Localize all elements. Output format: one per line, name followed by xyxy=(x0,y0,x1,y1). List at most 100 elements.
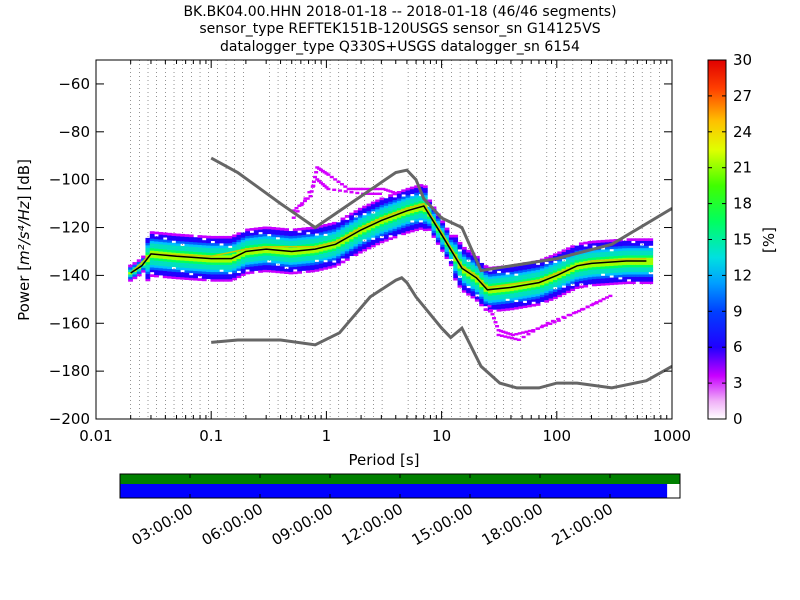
heat-cell xyxy=(531,267,537,271)
heat-cell xyxy=(353,217,359,221)
heat-cell xyxy=(318,253,324,257)
heat-cell xyxy=(305,258,311,261)
heat-cell xyxy=(305,246,311,249)
heat-cell xyxy=(340,253,346,257)
colorbar-tick-label: 6 xyxy=(733,338,743,356)
heat-cell xyxy=(184,236,190,240)
heat-cell xyxy=(448,253,454,257)
heat-cell xyxy=(444,246,450,250)
heat-cell xyxy=(258,260,263,264)
heat-cell xyxy=(613,282,619,285)
heat-cell xyxy=(370,242,376,245)
outlier-cell xyxy=(336,180,341,184)
heat-cell xyxy=(435,230,441,233)
heat-cell xyxy=(396,226,402,230)
y-tick-label: −140 xyxy=(49,266,90,284)
heat-cell xyxy=(188,258,194,262)
outlier-cell xyxy=(309,190,314,193)
heat-cell xyxy=(557,292,563,295)
heat-cell xyxy=(461,278,467,281)
heat-cell xyxy=(574,250,580,254)
heat-cell xyxy=(479,262,485,266)
heat-cell xyxy=(470,283,476,287)
heat-cell xyxy=(297,261,303,265)
heat-cell xyxy=(405,204,411,208)
heat-cell xyxy=(648,267,654,270)
heat-cell xyxy=(370,232,376,236)
heat-cell xyxy=(353,236,359,240)
heat-cell xyxy=(570,254,576,258)
heat-cell xyxy=(132,264,138,268)
heat-cell xyxy=(175,259,181,263)
heat-cell xyxy=(271,227,276,230)
heat-cell xyxy=(288,264,294,268)
heat-cell xyxy=(310,233,316,237)
heat-cell xyxy=(340,248,346,252)
outlier-cell xyxy=(355,191,360,195)
heat-cell xyxy=(539,296,545,300)
heat-cell xyxy=(626,269,632,273)
heat-cell xyxy=(470,262,476,265)
heat-cell xyxy=(409,200,415,204)
heat-cell xyxy=(132,262,138,265)
heat-cell xyxy=(609,263,615,266)
heat-cell xyxy=(349,250,355,254)
heat-cell xyxy=(392,218,398,222)
heat-cell xyxy=(279,227,285,231)
heat-cell xyxy=(622,245,628,249)
heat-cell xyxy=(630,274,636,277)
heat-cell xyxy=(466,292,472,296)
heat-cell xyxy=(305,262,311,266)
outlier-cell xyxy=(343,185,348,188)
heat-cell xyxy=(175,238,181,242)
heat-cell xyxy=(509,293,515,296)
heat-cell xyxy=(219,274,224,277)
heat-cell xyxy=(505,305,511,309)
heat-cell xyxy=(539,272,545,276)
heat-cell xyxy=(232,234,237,238)
outlier-cell xyxy=(351,187,356,191)
heat-cell xyxy=(171,238,177,241)
heat-cell xyxy=(431,213,437,217)
heat-cell xyxy=(596,252,602,255)
heat-cell xyxy=(583,270,589,274)
heat-cell xyxy=(301,258,307,262)
heat-cell xyxy=(318,268,324,271)
heat-cell xyxy=(557,277,563,281)
heat-cell xyxy=(327,232,333,236)
heat-cell xyxy=(188,277,194,281)
y-tick-label: −80 xyxy=(58,123,90,141)
heat-cell xyxy=(370,230,376,233)
heat-cell xyxy=(513,278,519,281)
heat-cell xyxy=(331,248,337,251)
heat-cell xyxy=(162,244,168,248)
heat-cell xyxy=(301,239,307,243)
heat-cell xyxy=(414,187,420,191)
heat-cell xyxy=(366,239,372,243)
heat-cell xyxy=(483,274,489,278)
heat-cell xyxy=(591,250,597,253)
heat-cell xyxy=(145,247,151,251)
heat-cell xyxy=(570,278,576,282)
heat-cell xyxy=(526,299,532,303)
heat-cell xyxy=(219,264,224,268)
heat-cell xyxy=(171,235,177,239)
heat-cell xyxy=(518,289,524,293)
heat-cell xyxy=(483,298,489,302)
heat-cell xyxy=(162,251,168,255)
heat-cell xyxy=(366,229,372,233)
heat-cell xyxy=(600,251,606,255)
heat-cell xyxy=(266,243,272,247)
heat-cell xyxy=(578,259,584,262)
heat-cell xyxy=(548,293,554,297)
heat-cell xyxy=(596,273,602,277)
heat-cell xyxy=(639,269,645,273)
heat-cell xyxy=(344,229,350,233)
y-tick-label: −160 xyxy=(49,314,90,332)
heat-cell xyxy=(518,274,524,278)
heat-cell xyxy=(583,279,589,283)
outlier-cell xyxy=(388,190,393,193)
heat-cell xyxy=(188,234,194,238)
heat-cell xyxy=(587,240,593,244)
